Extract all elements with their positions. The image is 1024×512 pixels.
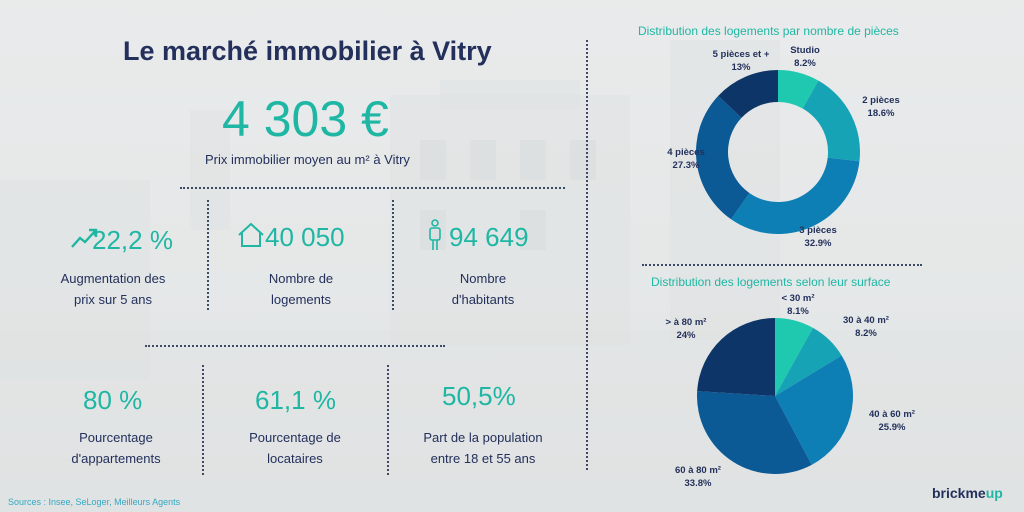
- labels-surface-4: > à 80 m² 24%: [665, 317, 707, 341]
- divider-col-2: [392, 200, 394, 310]
- apartments-share-caption: Pourcentage d'appartements: [71, 430, 161, 466]
- sources-note: Sources : Insee, SeLoger, Meilleurs Agen…: [8, 497, 181, 507]
- chart-surface-slice-2: [775, 355, 853, 465]
- population-18-55-caption: Part de la population entre 18 et 55 ans: [423, 430, 543, 466]
- labels-rooms-0: Studio 8.2%: [790, 45, 820, 69]
- population-18-55-value: 50,5%: [442, 381, 516, 411]
- chart-surface-slice-1: [775, 327, 842, 396]
- labels-rooms-2: 3 pièces 32.9%: [799, 225, 837, 249]
- apartments-share-value: 80 %: [83, 385, 143, 415]
- page-title: Le marché immobilier à Vitry: [123, 36, 492, 66]
- divider-col-3: [202, 365, 204, 475]
- house-icon: [237, 222, 265, 253]
- divider-main: [586, 40, 588, 470]
- surface-chart-title: Distribution des logements selon leur su…: [651, 275, 891, 289]
- average-price-value: 4 303 €: [222, 91, 389, 147]
- divider-top: [180, 187, 565, 189]
- labels-surface-1: 30 à 40 m² 8.2%: [843, 315, 889, 339]
- price-increase-value: 22,2 %: [92, 225, 173, 255]
- divider-charts: [642, 264, 922, 266]
- brand-logo: brickmeup: [932, 485, 1003, 501]
- surface-pie-chart: [697, 318, 853, 474]
- rooms-donut-chart: [696, 70, 860, 234]
- chart-surface-slice-0: [775, 318, 814, 396]
- chart-surface-slice-4: [697, 318, 775, 396]
- chart-rooms-slice-0: [778, 70, 819, 109]
- labels-surface-3: 60 à 80 m² 33.8%: [675, 465, 721, 489]
- labels-rooms-3: 4 pièces 27.3%: [667, 147, 705, 171]
- divider-col-1: [207, 200, 209, 310]
- divider-middle: [145, 345, 445, 347]
- labels-rooms-1: 2 pièces 18.6%: [862, 95, 900, 119]
- population-caption: Nombre d'habitants: [451, 271, 515, 307]
- labels-surface-0: < 30 m² 8.1%: [781, 293, 815, 317]
- average-price-caption: Prix immobilier moyen au m² à Vitry: [205, 152, 410, 167]
- housing-count-caption: Nombre de logements: [268, 271, 334, 307]
- chart-rooms-slice-2: [731, 157, 860, 234]
- divider-col-4: [387, 365, 389, 475]
- labels-surface-2: 40 à 60 m² 25.9%: [869, 409, 915, 433]
- trend-up-icon: [70, 226, 100, 255]
- population-value: 94 649: [449, 222, 529, 252]
- chart-rooms-slice-3: [696, 95, 750, 220]
- tenants-share-caption: Pourcentage de locataires: [249, 430, 341, 466]
- rooms-chart-title: Distribution des logements par nombre de…: [638, 24, 899, 38]
- price-increase-caption: Augmentation des prix sur 5 ans: [60, 271, 166, 307]
- chart-surface-slice-3: [697, 391, 812, 474]
- chart-rooms-slice-4: [718, 70, 778, 118]
- tenants-share-value: 61,1 %: [255, 385, 336, 415]
- chart-rooms-slice-1: [802, 80, 860, 162]
- person-icon: [428, 219, 442, 256]
- labels-rooms-4: 5 pièces et +13%: [712, 49, 770, 73]
- housing-count-value: 40 050: [265, 222, 345, 252]
